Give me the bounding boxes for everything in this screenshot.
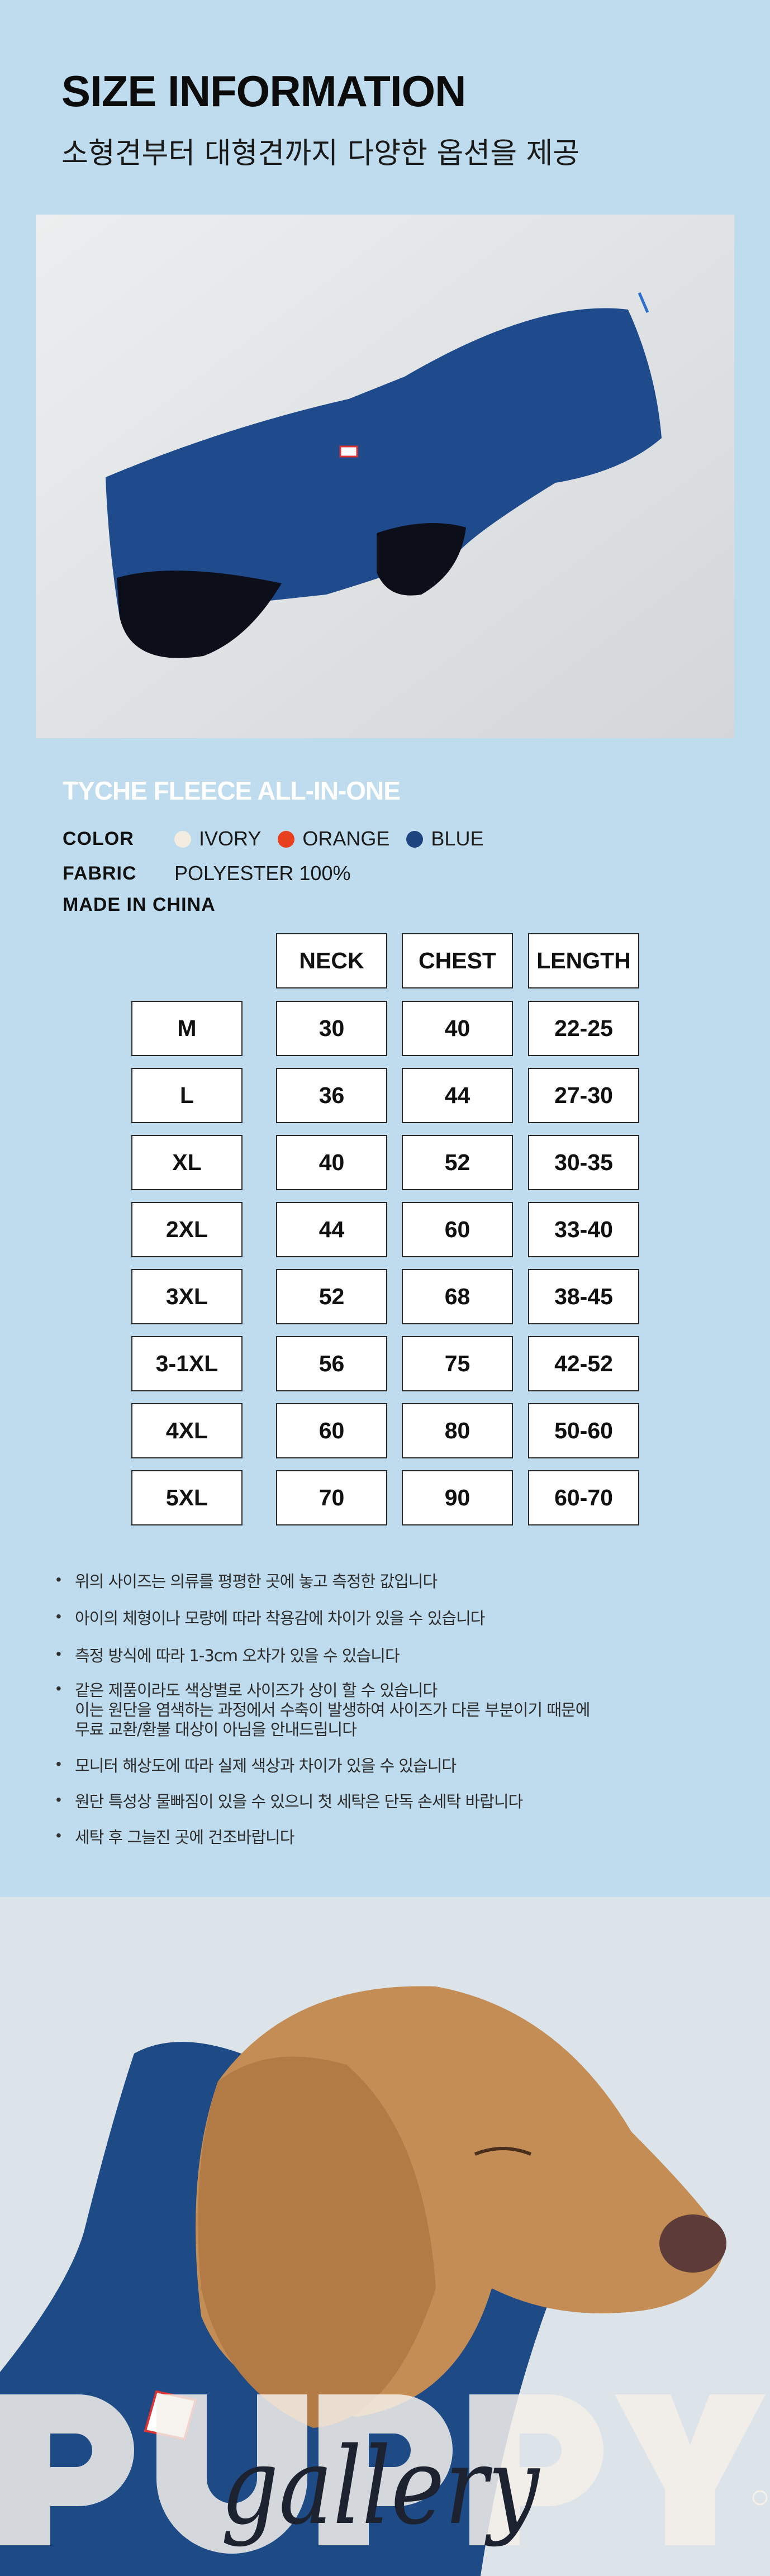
logo-script: gallery [221,2425,540,2548]
column-header-neck: NECK [276,933,387,988]
product-photo [36,215,734,738]
column-header-chest: CHEST [402,933,513,988]
chest-cell: 40 [402,1001,513,1056]
dog-photo: gallery [0,1897,770,2576]
bullet-icon: • [56,1755,61,1772]
note-line: 모니터 해상도에 따라 실제 색상과 차이가 있을 수 있습니다 [75,1756,457,1775]
bullet-icon: • [56,1645,61,1662]
color-option-ivory: IVORY [174,827,261,850]
size-label-cell: 3-1XL [131,1336,243,1391]
size-label-cell: 5XL [131,1470,243,1525]
neck-cell: 44 [276,1202,387,1257]
registered-mark-icon [752,2490,768,2506]
size-label-cell: M [131,1001,243,1056]
length-cell: 60-70 [528,1470,639,1525]
color-option-blue: BLUE [406,827,483,850]
puppy-gallery-logo [0,2394,768,2554]
logo-letter-p [469,2394,603,2545]
neck-cell: 70 [276,1470,387,1525]
note-line: 아이의 체형이나 모량에 따라 착용감에 차이가 있을 수 있습니다 [75,1609,485,1628]
chest-cell: 68 [402,1269,513,1324]
length-cell: 33-40 [528,1202,639,1257]
blue-swatch-icon [406,831,424,848]
neck-cell: 40 [276,1135,387,1190]
logo-letter-y [615,2394,766,2545]
color-name: BLUE [431,827,484,850]
fabric-label: FABRIC [63,863,137,884]
length-cell: 30-35 [528,1135,639,1190]
orange-swatch-icon [278,831,295,848]
length-cell: 22-25 [528,1001,639,1056]
logo-letter-p [319,2394,453,2545]
neck-cell: 36 [276,1068,387,1123]
chest-cell: 44 [402,1068,513,1123]
bullet-icon: • [56,1827,61,1844]
length-cell: 42-52 [528,1336,639,1391]
chest-cell: 60 [402,1202,513,1257]
neck-cell: 30 [276,1001,387,1056]
neck-cell: 60 [276,1403,387,1458]
logo-letter-p [0,2394,134,2545]
chest-cell: 90 [402,1470,513,1525]
note-line: 위의 사이즈는 의류를 평평한 곳에 놓고 측정한 값입니다 [75,1572,438,1591]
color-label: COLOR [63,828,134,849]
column-header-length: LENGTH [528,933,639,988]
page-subtitle: 소형견부터 대형견까지 다양한 옵션을 제공 [61,137,580,170]
color-option-orange: ORANGE [278,827,389,850]
note-line: 세탁 후 그늘진 곳에 건조바랍니다 [75,1828,294,1847]
chest-cell: 80 [402,1403,513,1458]
bullet-icon: • [56,1680,61,1697]
length-cell: 38-45 [528,1269,639,1324]
note-line: 무료 교환/환불 대상이 아님을 안내드립니다 [75,1720,357,1739]
chest-cell: 75 [402,1336,513,1391]
length-cell: 27-30 [528,1068,639,1123]
bullet-icon: • [56,1571,61,1588]
fabric-value: POLYESTER 100% [174,862,351,885]
page-title: SIZE INFORMATION [61,66,467,116]
bullet-icon: • [56,1791,61,1808]
color-name: ORANGE [302,827,390,850]
neck-cell: 52 [276,1269,387,1324]
note-line: 같은 제품이라도 색상별로 사이즈가 상이 할 수 있습니다 [75,1681,438,1700]
note-line: 이는 원단을 염색하는 과정에서 수축이 발생하여 사이즈가 다른 부분이기 때… [75,1700,590,1719]
chest-cell: 52 [402,1135,513,1190]
size-label-cell: 3XL [131,1269,243,1324]
product-name: TYCHE FLEECE ALL-IN-ONE [63,776,401,805]
length-cell: 50-60 [528,1403,639,1458]
note-line: 원단 특성상 물빠짐이 있을 수 있으니 첫 세탁은 단독 손세탁 바랍니다 [75,1792,523,1811]
note-line: 측정 방식에 따라 1-3cm 오차가 있을 수 있습니다 [75,1646,400,1665]
size-label-cell: XL [131,1135,243,1190]
size-label-cell: L [131,1068,243,1123]
origin-label: MADE IN CHINA [63,894,216,915]
bullet-icon: • [56,1608,61,1625]
size-label-cell: 2XL [131,1202,243,1257]
color-name: IVORY [199,827,262,850]
logo-letter-u [156,2394,307,2554]
color-options: IVORY ORANGE BLUE [174,827,483,850]
size-label-cell: 4XL [131,1403,243,1458]
ivory-swatch-icon [174,831,191,848]
neck-cell: 56 [276,1336,387,1391]
